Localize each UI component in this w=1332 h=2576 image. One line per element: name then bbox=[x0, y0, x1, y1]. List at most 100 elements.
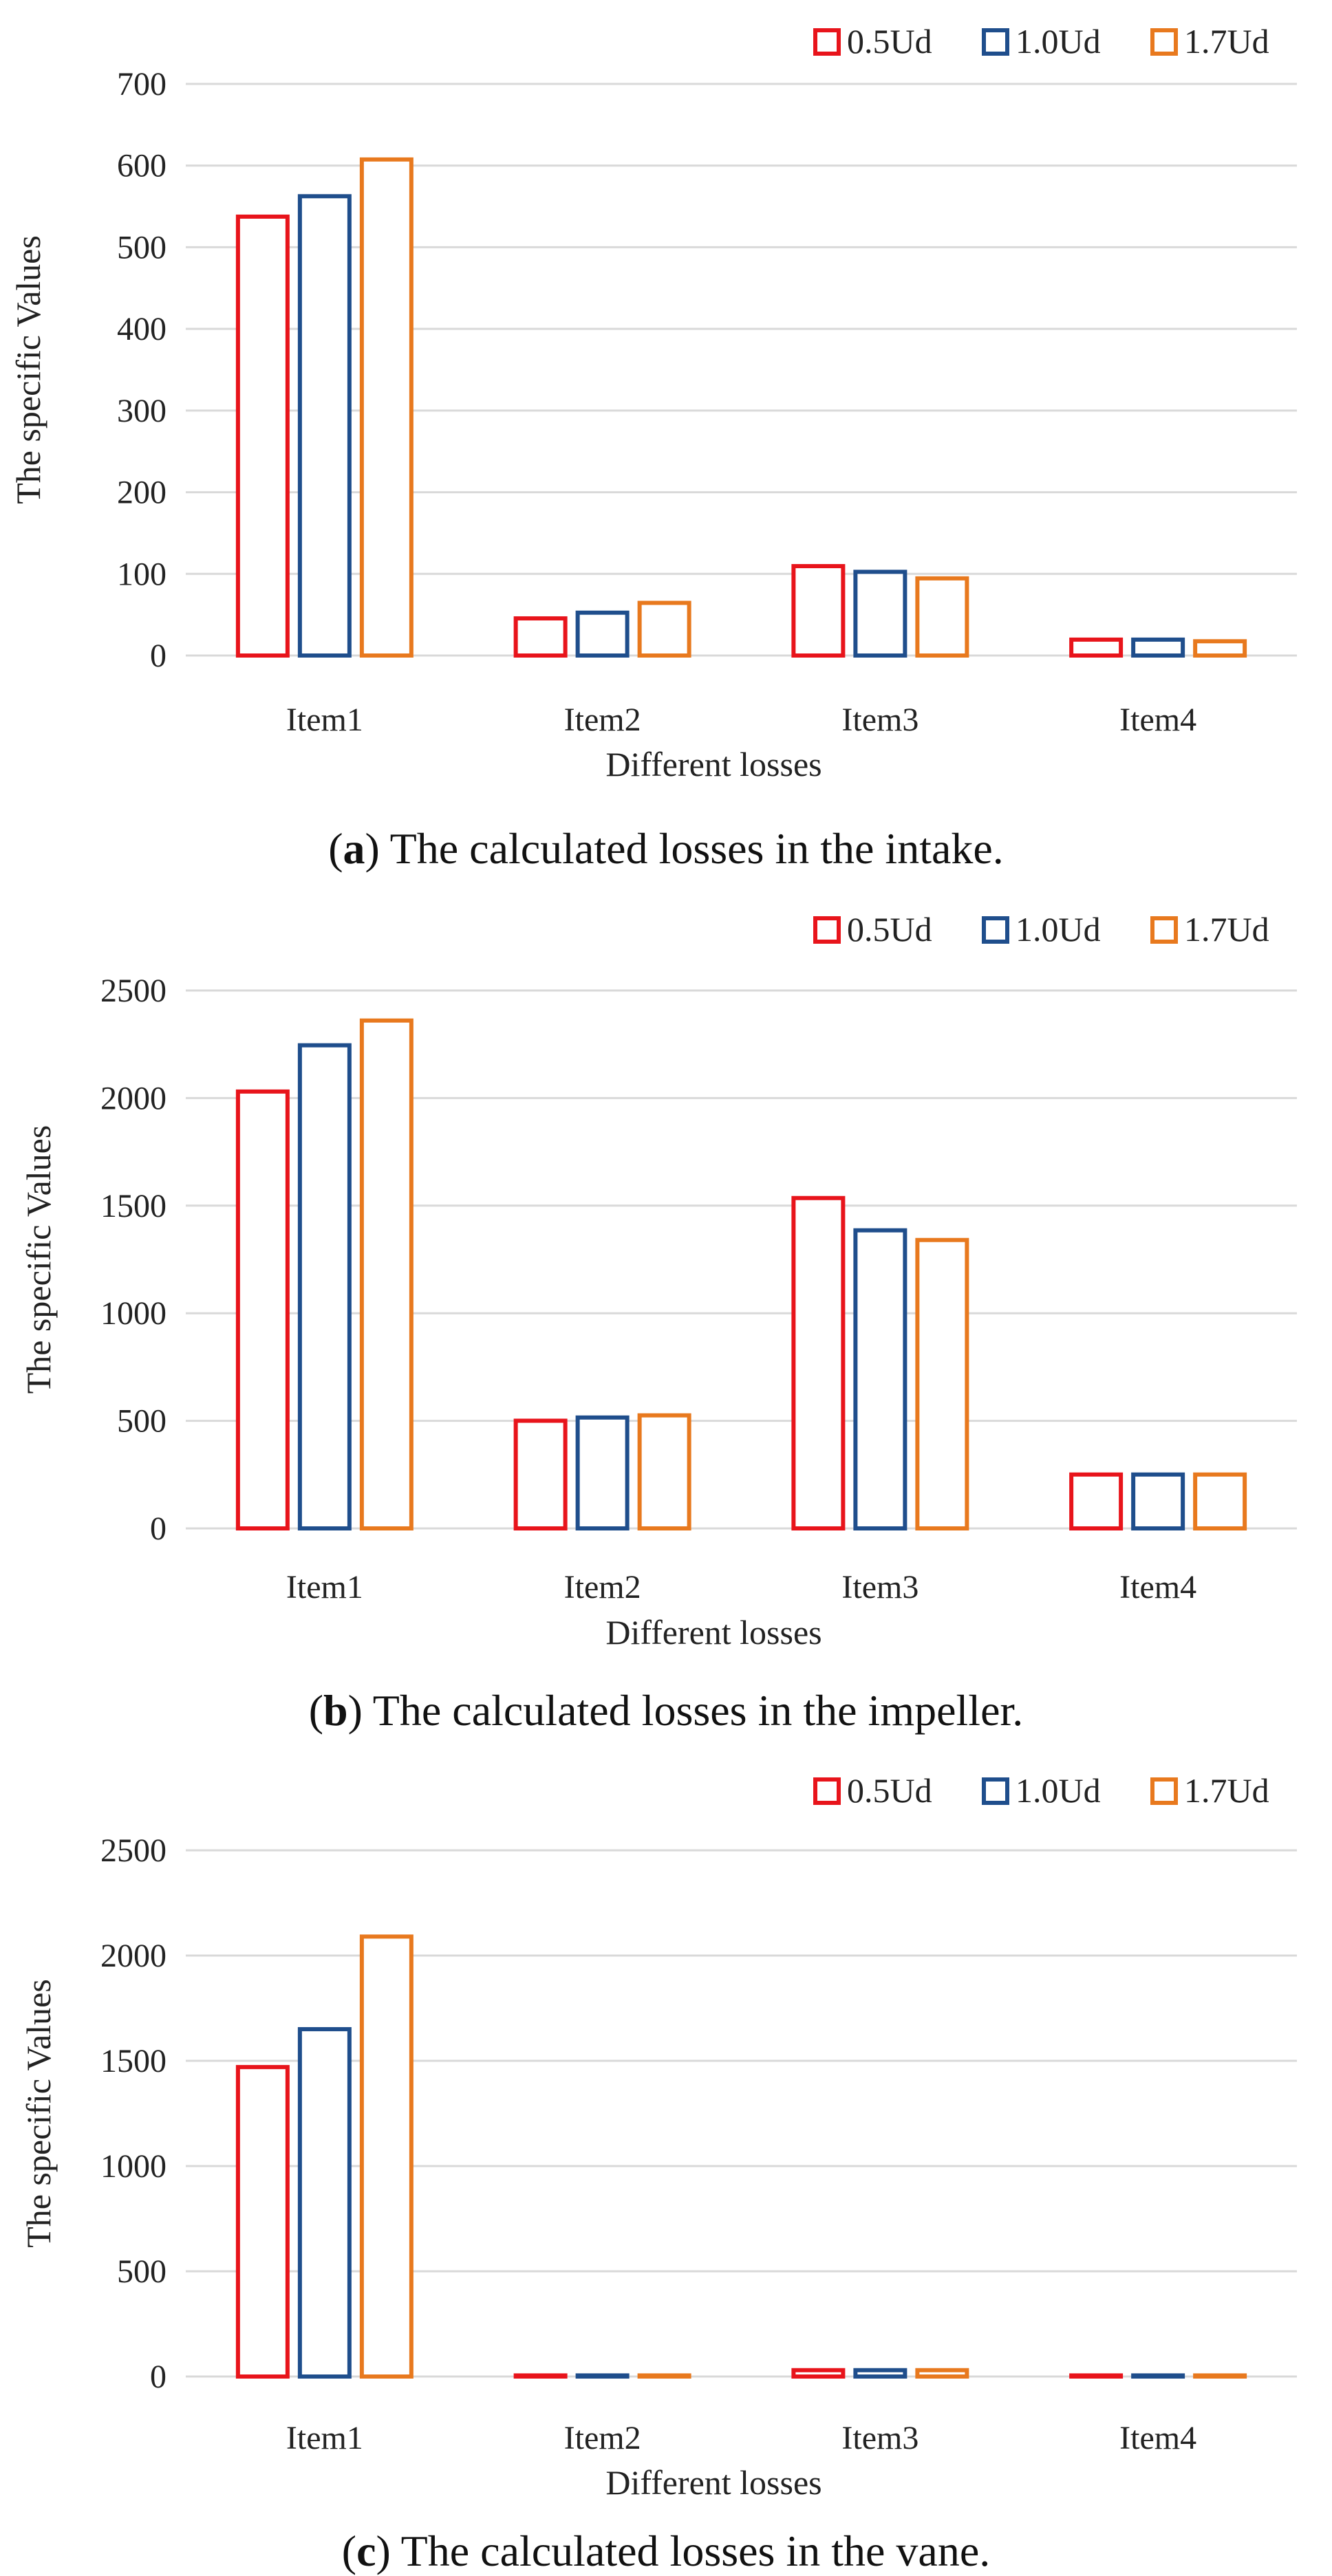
legend-swatch bbox=[1150, 1777, 1178, 1805]
bar-1.7Ud-Item1 bbox=[359, 157, 413, 658]
bar-1.7Ud-Item4 bbox=[1193, 639, 1247, 658]
caption-label: b bbox=[323, 1686, 348, 1735]
figure-caption: (b) The calculated losses in the impelle… bbox=[309, 1686, 1024, 1735]
x-tick-label: Item1 bbox=[286, 1569, 363, 1605]
bar-0.5Ud-Item3 bbox=[791, 564, 846, 658]
bar-0.5Ud-Item2 bbox=[513, 1418, 568, 1530]
caption-text: The calculated losses in the impeller. bbox=[373, 1686, 1023, 1735]
bar-1.0Ud-Item4 bbox=[1131, 637, 1185, 658]
legend-swatch bbox=[1150, 28, 1178, 56]
legend-swatch bbox=[982, 916, 1009, 944]
bar-1.0Ud-Item1 bbox=[297, 194, 352, 658]
bar-1.7Ud-Item3 bbox=[915, 576, 969, 658]
bar-1.7Ud-Item3 bbox=[915, 2368, 969, 2379]
bar-1.0Ud-Item2 bbox=[575, 1415, 630, 1531]
y-tick-label: 100 bbox=[117, 556, 166, 592]
y-tick-label: 0 bbox=[150, 638, 166, 674]
y-tick-label: 0 bbox=[150, 2359, 166, 2395]
bar-0.5Ud-Item3 bbox=[791, 1195, 846, 1530]
bar-0.5Ud-Item4 bbox=[1069, 637, 1124, 658]
bar-1.0Ud-Item3 bbox=[853, 1228, 907, 1531]
bar-1.0Ud-Item2 bbox=[575, 610, 630, 658]
y-tick-label: 2000 bbox=[100, 1080, 166, 1116]
x-tick-label: Item2 bbox=[564, 702, 641, 738]
x-axis-title: Different losses bbox=[605, 745, 821, 783]
x-tick-label: Item2 bbox=[564, 1569, 641, 1605]
y-axis-title: The specific Values bbox=[19, 1979, 58, 2248]
bar-0.5Ud-Item4 bbox=[1069, 2373, 1124, 2379]
legend-label: 0.5Ud bbox=[847, 1771, 932, 1810]
y-tick-label: 1000 bbox=[100, 2148, 166, 2185]
y-tick-label: 1500 bbox=[100, 2043, 166, 2079]
bar-0.5Ud-Item4 bbox=[1069, 1472, 1124, 1531]
figure-caption: (c) The calculated losses in the vane. bbox=[342, 2526, 990, 2575]
bar-1.7Ud-Item4 bbox=[1193, 2373, 1247, 2379]
y-tick-label: 500 bbox=[117, 229, 166, 266]
figure-caption: (a) The calculated losses in the intake. bbox=[328, 824, 1004, 873]
bar-1.0Ud-Item4 bbox=[1131, 1472, 1185, 1531]
bar-1.0Ud-Item3 bbox=[853, 2368, 907, 2379]
y-tick-label: 500 bbox=[117, 1403, 166, 1440]
x-axis-title: Different losses bbox=[605, 1613, 821, 1652]
bar-0.5Ud-Item1 bbox=[235, 214, 290, 658]
y-tick-label: 2500 bbox=[100, 973, 166, 1009]
legend-label: 1.0Ud bbox=[1016, 910, 1101, 949]
bar-1.7Ud-Item1 bbox=[359, 1934, 413, 2379]
legend-label: 0.5Ud bbox=[847, 910, 932, 949]
legend-label: 1.0Ud bbox=[1016, 22, 1101, 61]
x-tick-label: Item1 bbox=[286, 702, 363, 738]
y-tick-label: 700 bbox=[117, 66, 166, 102]
bar-1.0Ud-Item2 bbox=[575, 2373, 630, 2379]
bar-1.0Ud-Item1 bbox=[297, 1043, 352, 1530]
legend-label: 1.7Ud bbox=[1184, 22, 1269, 61]
bar-1.0Ud-Item4 bbox=[1131, 2373, 1185, 2379]
x-tick-label: Item4 bbox=[1119, 2420, 1196, 2456]
panel-c: 0 500 1000 1500 2000 2500 Item1 Item2 Item3 Item4… bbox=[19, 1771, 1297, 2575]
legend-swatch bbox=[982, 28, 1009, 56]
x-axis-title: Different losses bbox=[605, 2463, 821, 2502]
y-axis-title: The specific Values bbox=[9, 235, 47, 504]
legend-swatch bbox=[813, 916, 841, 944]
y-tick-label: 1000 bbox=[100, 1295, 166, 1332]
bar-1.7Ud-Item3 bbox=[915, 1237, 969, 1530]
panel-b: 0 500 1000 1500 2000 2500 Item1 Item2 Item3 Item4… bbox=[19, 910, 1297, 1735]
legend-swatch bbox=[982, 1777, 1009, 1805]
bar-0.5Ud-Item2 bbox=[513, 2373, 568, 2379]
x-tick-label: Item4 bbox=[1119, 702, 1196, 738]
caption-label: a bbox=[343, 824, 365, 873]
panel-a: 0 100 200 300 400 500 600 700 Item1 Item2 Item3 Ite… bbox=[9, 22, 1297, 873]
y-tick-label: 400 bbox=[117, 311, 166, 347]
x-tick-label: Item3 bbox=[841, 702, 919, 738]
bar-1.0Ud-Item3 bbox=[853, 570, 907, 658]
bar-1.7Ud-Item2 bbox=[637, 600, 691, 658]
x-tick-label: Item1 bbox=[286, 2420, 363, 2456]
y-tick-label: 1500 bbox=[100, 1188, 166, 1224]
y-tick-label: 300 bbox=[117, 393, 166, 429]
caption-text: The calculated losses in the intake. bbox=[390, 824, 1004, 873]
legend-label: 1.7Ud bbox=[1184, 1771, 1269, 1810]
bar-1.7Ud-Item1 bbox=[359, 1018, 413, 1530]
x-tick-label: Item3 bbox=[841, 2420, 919, 2456]
bar-1.7Ud-Item2 bbox=[637, 2373, 691, 2379]
legend-swatch bbox=[813, 1777, 841, 1805]
caption-label: c bbox=[356, 2526, 376, 2575]
bar-0.5Ud-Item2 bbox=[513, 616, 568, 658]
x-tick-label: Item2 bbox=[564, 2420, 641, 2456]
y-tick-label: 600 bbox=[117, 148, 166, 184]
x-tick-label: Item3 bbox=[841, 1569, 919, 1605]
bar-1.7Ud-Item4 bbox=[1193, 1472, 1247, 1531]
x-tick-label: Item4 bbox=[1119, 1569, 1196, 1605]
y-tick-label: 200 bbox=[117, 475, 166, 511]
bar-0.5Ud-Item1 bbox=[235, 1089, 290, 1530]
y-axis-title: The specific Values bbox=[19, 1125, 58, 1394]
legend-label: 0.5Ud bbox=[847, 22, 932, 61]
y-tick-label: 500 bbox=[117, 2253, 166, 2290]
legend-label: 1.0Ud bbox=[1016, 1771, 1101, 1810]
bar-0.5Ud-Item1 bbox=[235, 2065, 290, 2379]
y-tick-label: 2500 bbox=[100, 1832, 166, 1869]
bar-1.0Ud-Item1 bbox=[297, 2027, 352, 2379]
y-tick-label: 0 bbox=[150, 1511, 166, 1547]
legend-swatch bbox=[1150, 916, 1178, 944]
y-tick-label: 2000 bbox=[100, 1938, 166, 1974]
